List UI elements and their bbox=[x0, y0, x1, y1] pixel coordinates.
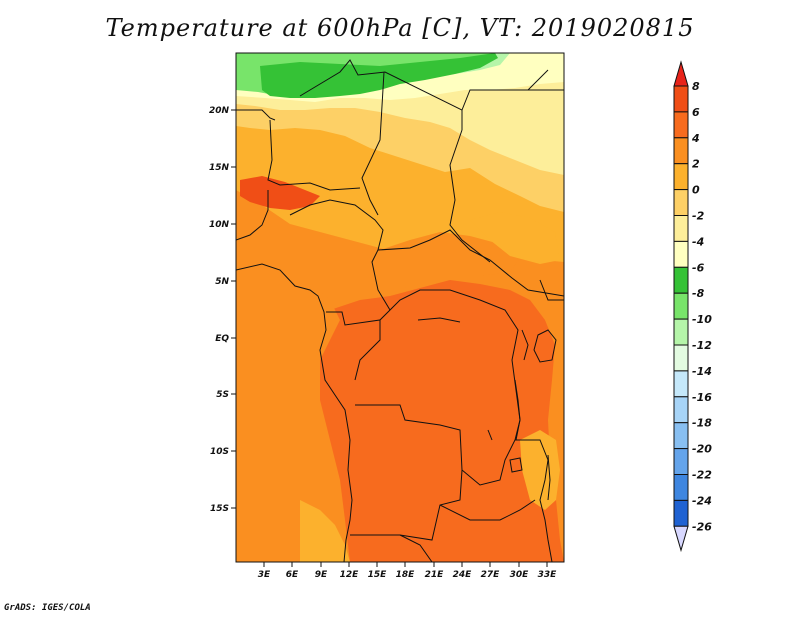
lon-label: 18E bbox=[396, 570, 416, 580]
border-southern bbox=[399, 534, 433, 562]
colorbar-label: -16 bbox=[692, 391, 712, 404]
map-frame bbox=[235, 52, 565, 563]
field-band-dark-green bbox=[260, 53, 498, 98]
colorbar-segment bbox=[673, 137, 689, 165]
colorbar-segment bbox=[673, 344, 689, 372]
lon-label: 27E bbox=[481, 570, 501, 580]
lon-label: 12E bbox=[340, 570, 360, 580]
temperature-field bbox=[236, 53, 564, 562]
river-1 bbox=[417, 317, 461, 323]
lat-label: 5S bbox=[216, 390, 229, 400]
colorbar-segment bbox=[673, 422, 689, 450]
lon-label: 33E bbox=[538, 570, 558, 580]
colorbar-label: 0 bbox=[692, 184, 700, 197]
colorbar-segment bbox=[673, 111, 689, 139]
border-angola bbox=[355, 404, 463, 471]
field-band-south-coast bbox=[300, 500, 350, 562]
colorbar-segment bbox=[673, 85, 689, 113]
field-band-west-coast bbox=[236, 262, 350, 562]
lon-label: 9E bbox=[315, 570, 328, 580]
lat-axis bbox=[231, 109, 236, 509]
lat-label: 15N bbox=[209, 163, 230, 173]
colorbar-label: -2 bbox=[692, 210, 705, 223]
coast-northeast bbox=[527, 69, 549, 91]
lat-label: 10S bbox=[210, 447, 229, 457]
colorbar-label: -20 bbox=[692, 443, 712, 456]
field-band-east-patch bbox=[470, 212, 560, 264]
colorbar-label: -26 bbox=[692, 520, 712, 533]
lon-label: 6E bbox=[286, 570, 299, 580]
border-east-africa bbox=[515, 439, 553, 562]
lon-labels: 3E 6E 9E 12E 15E 18E 21E 24E 27E 30E 33E bbox=[258, 570, 557, 580]
border-north-4 bbox=[449, 129, 491, 263]
border-east-edge bbox=[539, 279, 564, 301]
lat-label: EQ bbox=[215, 334, 229, 344]
lon-label: 21E bbox=[425, 570, 445, 580]
colorbar-segment bbox=[673, 215, 689, 242]
colorbar-segment bbox=[673, 499, 689, 527]
lake-victoria bbox=[533, 329, 557, 363]
lon-label: 15E bbox=[368, 570, 388, 580]
lat-label: 20N bbox=[209, 106, 230, 116]
colorbar-label: -10 bbox=[692, 313, 712, 326]
border-west-2 bbox=[289, 199, 391, 311]
field-band-6-8-north bbox=[240, 176, 320, 210]
field-band-east-rift bbox=[520, 430, 560, 510]
colorbar-label: 4 bbox=[691, 132, 700, 145]
border-north-1 bbox=[236, 109, 276, 121]
colorbar-label: 8 bbox=[692, 80, 700, 93]
river-3 bbox=[487, 429, 493, 441]
colorbar-label: -6 bbox=[692, 261, 705, 274]
lon-label: 30E bbox=[510, 570, 530, 580]
border-car-sudan bbox=[377, 229, 564, 297]
river-2 bbox=[521, 329, 529, 361]
colorbar-segment bbox=[673, 448, 689, 476]
field-band-green-topleft bbox=[236, 53, 300, 66]
colorbar-label: -14 bbox=[692, 365, 712, 378]
colorbar-bottom-arrow bbox=[673, 525, 689, 553]
border-west-1 bbox=[236, 190, 269, 241]
colorbar-label: -12 bbox=[692, 339, 712, 352]
lat-labels: 20N 15N 10N 5N EQ 5S 10S 15S bbox=[209, 106, 230, 514]
colorbar-label: 2 bbox=[692, 158, 700, 171]
colorbar-label: 6 bbox=[692, 106, 700, 119]
colorbar-segment bbox=[673, 370, 689, 398]
colorbar-top-arrow bbox=[673, 60, 689, 87]
credit-label: GrADS: IGES/COLA bbox=[4, 603, 91, 613]
lake-malawi bbox=[547, 454, 551, 501]
colorbar-label: -22 bbox=[692, 469, 712, 482]
border-zambia bbox=[439, 499, 536, 521]
lon-label: 24E bbox=[453, 570, 473, 580]
colorbar-label: -4 bbox=[692, 235, 704, 248]
coastline-west-africa bbox=[236, 263, 353, 562]
border-north-6 bbox=[267, 119, 361, 191]
lat-label: 5N bbox=[215, 277, 229, 287]
colorbar-segment bbox=[673, 396, 689, 424]
lake-tanganyika bbox=[514, 379, 521, 441]
map-title: Temperature at 600hPa [C], VT: 201902081… bbox=[105, 14, 695, 42]
colorbar-label: -24 bbox=[692, 494, 712, 507]
colorbar-segment bbox=[673, 189, 689, 217]
colorbar-segment bbox=[673, 474, 689, 501]
border-north-3 bbox=[461, 89, 564, 111]
lon-axis bbox=[263, 562, 548, 567]
colorbar-segment bbox=[673, 266, 689, 294]
lat-label: 10N bbox=[209, 220, 230, 230]
colorbar-label: -18 bbox=[692, 417, 712, 430]
colorbar: 8 6 4 2 0 -2 -4 -6 -8 -10 -12 -14 -16 -18 -20 -22 -24 -26 bbox=[673, 60, 712, 553]
lake-small bbox=[509, 457, 523, 473]
colorbar-label: -8 bbox=[692, 287, 705, 300]
country-borders bbox=[236, 59, 564, 562]
lat-label: 15S bbox=[210, 504, 229, 514]
colorbar-segment bbox=[673, 318, 689, 346]
border-north-5 bbox=[361, 71, 385, 216]
lon-label: 3E bbox=[258, 570, 271, 580]
colorbar-segment bbox=[673, 240, 689, 268]
colorbar-segment bbox=[673, 163, 689, 191]
colorbar-segment bbox=[673, 292, 689, 320]
